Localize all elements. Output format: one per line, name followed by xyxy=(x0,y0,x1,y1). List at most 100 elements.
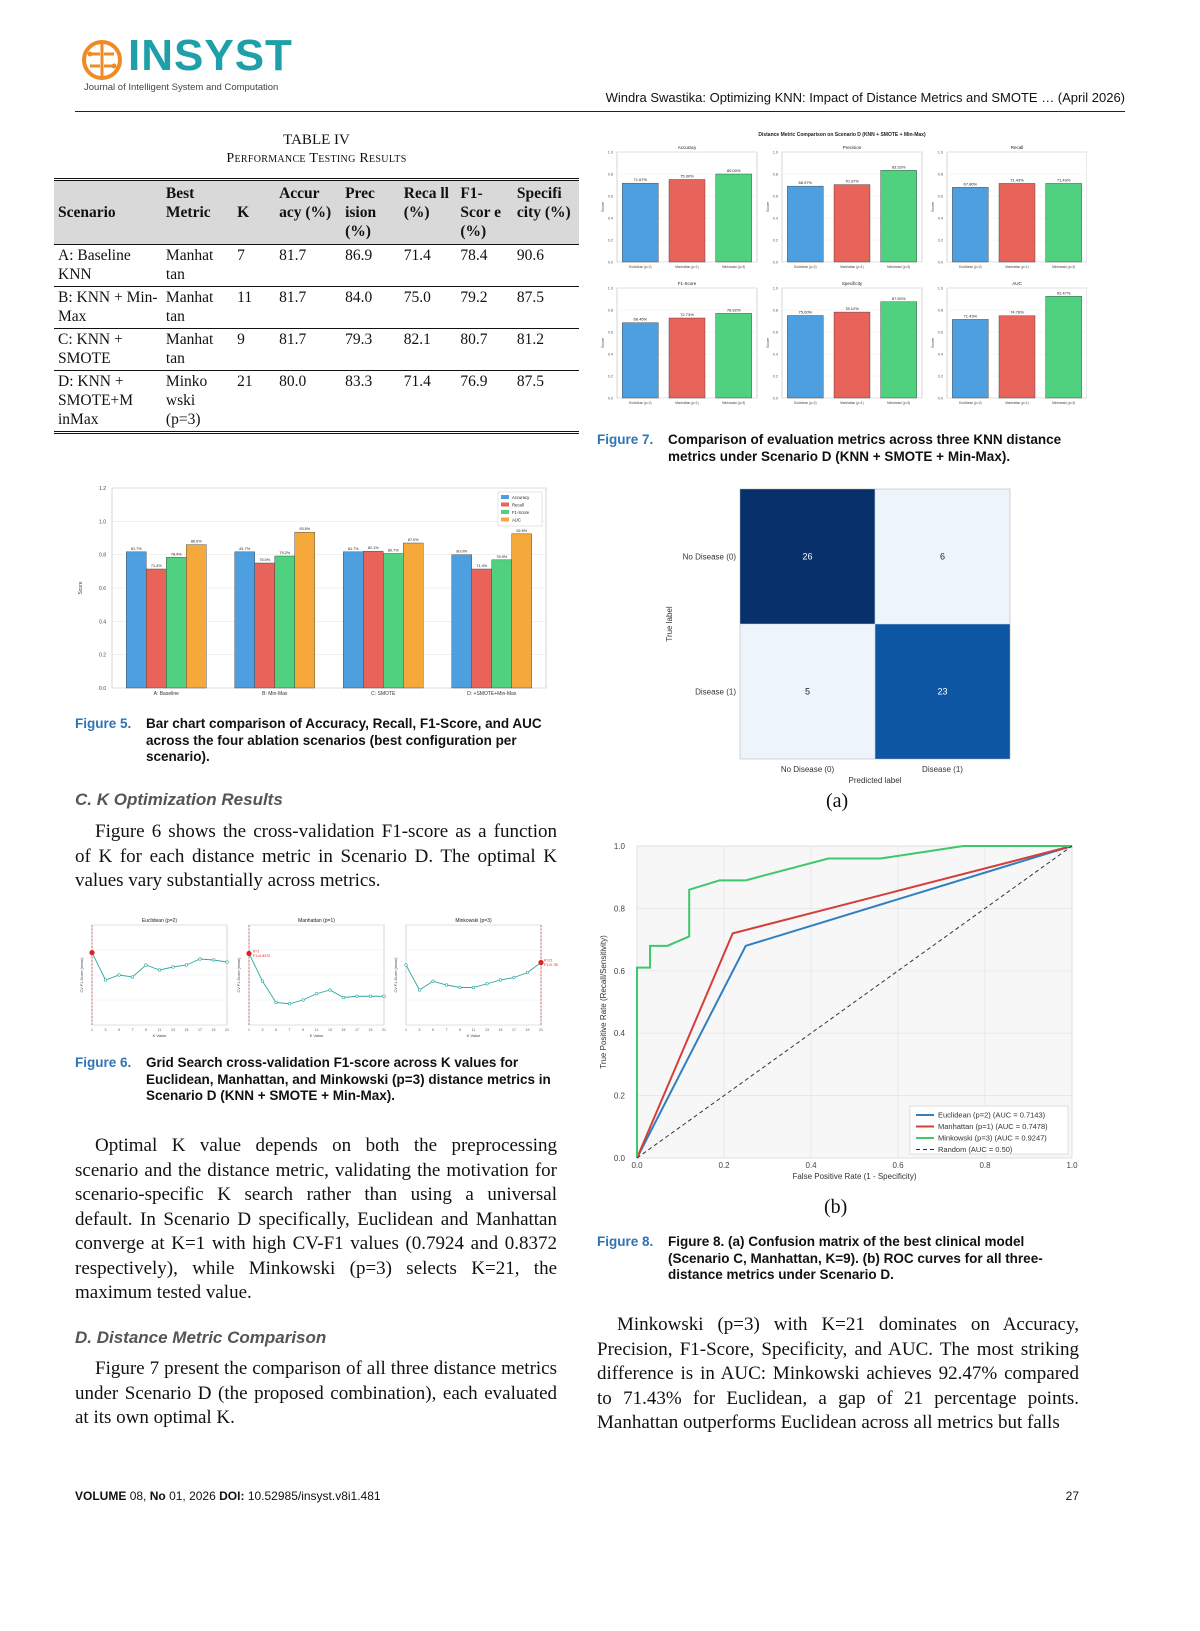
fig5-legend-entry: AUC xyxy=(512,518,521,523)
fig7-bar xyxy=(668,179,706,263)
fig6-point xyxy=(341,995,346,1000)
fig6-x-tick-label: 3 xyxy=(105,1028,107,1032)
fig5-data-label: 71.4% xyxy=(476,564,487,568)
fig6-x-tick-label: 7 xyxy=(289,1028,291,1032)
fig8b-y-tick-label: 0.6 xyxy=(614,967,626,976)
table-cell: 80.0 xyxy=(279,373,307,390)
fig7-data-label: 72.73% xyxy=(680,312,694,317)
section-d-paragraph: Figure 7 present the comparison of all t… xyxy=(75,1358,557,1428)
fig5-data-label: 81.7% xyxy=(131,547,142,551)
fig7-data-label: 71.43% xyxy=(1057,177,1071,182)
fig6-point xyxy=(211,958,216,962)
fig5-data-label: 75.0% xyxy=(259,558,270,562)
fig7-x-tick-label: Minkowski (p=3) xyxy=(722,265,745,269)
col-header: Reca ll (%) xyxy=(399,181,457,245)
table-cell: 86.9 xyxy=(345,247,373,264)
fig7-data-label: 75.00% xyxy=(680,174,694,179)
fig6-x-tick-label: 13 xyxy=(485,1028,489,1032)
fig7-x-tick-label: Euclidean (p=2) xyxy=(959,265,981,269)
fig7-bar xyxy=(622,182,659,263)
results-table-wrap: Scenario Best Metric K Accur acy (%) Pre… xyxy=(54,178,579,434)
fig7-y-axis-label: Score xyxy=(601,338,605,348)
fig7-y-tick-label: 0.8 xyxy=(938,309,943,313)
fig8b-x-tick-label: 0.2 xyxy=(718,1161,730,1170)
fig8a-cell-value: 23 xyxy=(937,687,947,697)
table-cell: D: KNN + SMOTE+M inMax xyxy=(58,373,134,428)
logo-wordmark: INSYST xyxy=(128,31,293,80)
fig7-y-tick-label: 0.2 xyxy=(773,375,778,379)
fig5-data-label: 81.7% xyxy=(239,547,250,551)
fig6-best-point xyxy=(89,950,95,956)
fig8-label: Figure 8. xyxy=(597,1234,654,1249)
fig7-bar xyxy=(998,315,1036,399)
table-cell: 83.3 xyxy=(345,373,373,390)
fig7-x-tick-label: Minkowski (p=3) xyxy=(722,401,745,405)
col-header: Specifi city (%) xyxy=(512,181,579,245)
table-title: Performance Testing Results xyxy=(226,151,407,166)
fig7-bar xyxy=(622,322,659,399)
fig6-y-axis-label: CV F1-Score (mean) xyxy=(80,957,84,993)
fig7-y-tick-label: 0.8 xyxy=(773,173,778,177)
fig5-bar xyxy=(511,533,532,689)
fig7-x-tick-label: Manhattan (p=1) xyxy=(675,265,698,269)
fig7-data-label: 68.46% xyxy=(634,317,648,322)
table-cell: 87.5 xyxy=(516,289,545,306)
table-cell: 81.7 xyxy=(279,289,307,306)
page-number: 27 xyxy=(1065,1489,1079,1503)
fig6-x-tick-label: 19 xyxy=(212,1028,216,1032)
fig5-bar xyxy=(126,551,147,689)
fig5-bar xyxy=(383,553,404,689)
fig7-y-tick-label: 0.2 xyxy=(938,375,943,379)
fig5-data-label: 87.0% xyxy=(408,538,419,542)
fig8a-confusion-matrix: 26 6 5 23 No Disease (0) Disease (1) No Diseas… xyxy=(665,488,1011,785)
fig8a-x-axis-label: Predicted label xyxy=(849,776,902,785)
fig7-y-tick-label: 0.4 xyxy=(938,217,943,221)
fig5-x-tick-label: A: Baseline xyxy=(154,691,180,697)
fig8a-x-tick-label: Disease (1) xyxy=(922,765,963,774)
fig8b-legend-entry: Euclidean (p=2) (AUC = 0.7143) xyxy=(938,1111,1046,1120)
fig6-point xyxy=(144,963,148,967)
fig5-legend-entry: Accuracy xyxy=(512,495,530,500)
table-cell: Manhat tan xyxy=(165,289,214,325)
fig5-bar xyxy=(294,531,315,689)
fig5-bar xyxy=(234,551,255,689)
fig6-x-tick-label: 21 xyxy=(382,1028,386,1032)
fig7-panel-title: Recall xyxy=(1011,145,1024,150)
fig7-x-tick-label: Manhattan (p=1) xyxy=(1005,265,1028,269)
fig5-y-tick-label: 0.0 xyxy=(99,686,106,692)
fig7-y-tick-label: 0.2 xyxy=(608,239,613,243)
fig7-bar xyxy=(715,173,752,263)
fig7-label: Figure 7. xyxy=(597,432,654,447)
fig6-panel-title: Manhattan (p=1) xyxy=(298,918,335,924)
fig7-bar xyxy=(715,313,752,399)
fig6-x-axis-label: K Value xyxy=(467,1033,481,1038)
table-cell: 82.1 xyxy=(403,331,431,348)
fig5-data-label: 82.1% xyxy=(368,546,379,550)
fig8b-legend: Euclidean (p=2) (AUC = 0.7143) Manhattan … xyxy=(909,1105,1069,1155)
table-cell: 21 xyxy=(237,373,253,390)
fig5-y-axis-label: Score xyxy=(78,581,84,594)
fig8b-x-tick-label: 0.4 xyxy=(805,1161,817,1170)
fig6-annotation: K=21 xyxy=(544,959,553,963)
fig6-point xyxy=(171,965,175,969)
fig7-x-tick-label: Euclidean (p=2) xyxy=(629,265,651,269)
fig7-x-tick-label: Minkowski (p=3) xyxy=(1052,265,1075,269)
fig6-panel-title: Euclidean (p=2) xyxy=(142,918,177,924)
fig6-x-tick-label: 1 xyxy=(91,1028,93,1032)
fig7-y-tick-label: 1.0 xyxy=(773,151,778,155)
fig8b-legend-entry: Random (AUC = 0.50) xyxy=(938,1145,1013,1154)
table-cell: Minko wski (p=3) xyxy=(165,373,208,428)
footer-volume: 08, xyxy=(129,1489,147,1503)
fig8a-cell xyxy=(740,624,875,759)
fig6-x-tick-label: 13 xyxy=(328,1028,332,1032)
fig5-bar xyxy=(491,559,512,689)
footer-doi: 10.52985/insyst.v8i1.481 xyxy=(247,1489,381,1503)
fig6-x-tick-label: 5 xyxy=(432,1028,434,1032)
section-c-paragraph: Figure 6 shows the cross-validation F1-s… xyxy=(75,821,557,891)
fig5-data-label: 80.0% xyxy=(456,550,467,554)
fig5-data-label: 80.7% xyxy=(388,549,399,553)
fig6-x-tick-label: 21 xyxy=(225,1028,229,1032)
section-c-title: C. K Optimization Results xyxy=(75,790,283,809)
fig6-point xyxy=(444,983,449,987)
fig7-x-tick-label: Euclidean (p=2) xyxy=(629,401,651,405)
